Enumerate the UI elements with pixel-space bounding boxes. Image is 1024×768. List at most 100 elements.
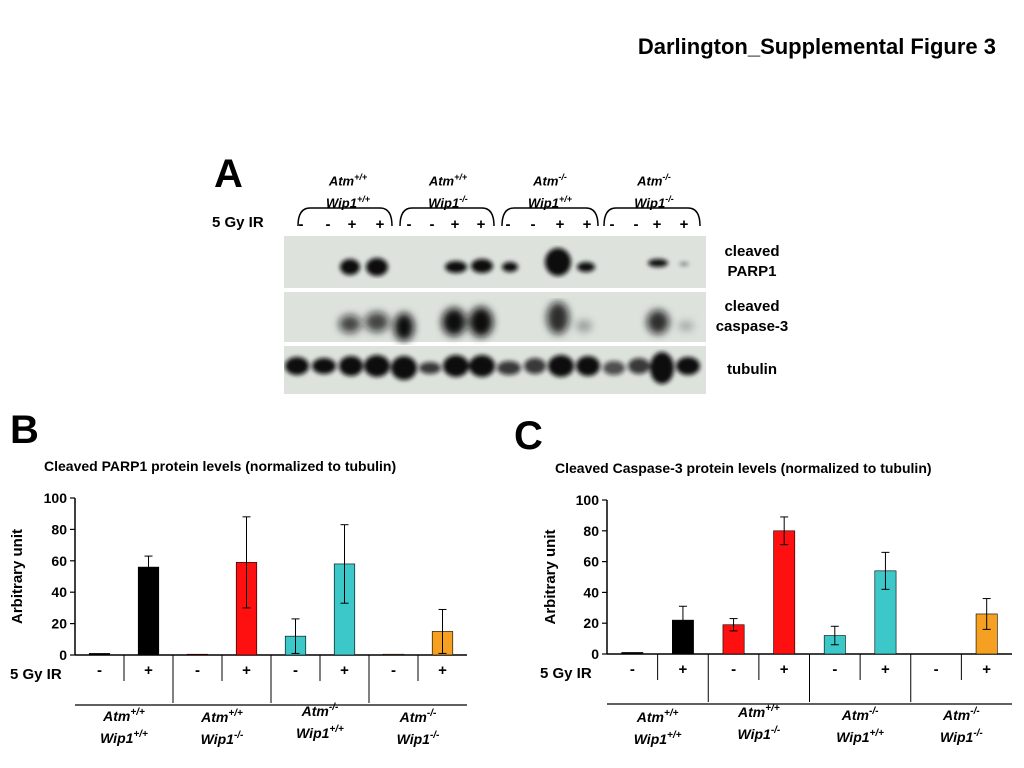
y-tick-label: 40 bbox=[51, 584, 67, 600]
lane-sign: - bbox=[429, 216, 435, 233]
x-category-label: - bbox=[195, 662, 200, 679]
lane-sign: + bbox=[476, 216, 486, 233]
y-tick-label: 80 bbox=[583, 523, 599, 539]
bracket-2 bbox=[399, 207, 495, 227]
y-tick-label: 60 bbox=[51, 553, 67, 569]
panel-b-letter: B bbox=[10, 408, 39, 452]
y-tick-label: 80 bbox=[51, 521, 67, 537]
x-category-label: - bbox=[97, 662, 102, 679]
bar bbox=[186, 653, 209, 656]
lane-sign: + bbox=[582, 216, 592, 233]
x-category-label: + bbox=[982, 661, 991, 678]
x-category-label: + bbox=[679, 661, 688, 678]
blot-tubulin bbox=[284, 346, 706, 394]
group-label-atm: Atm-/- bbox=[301, 702, 339, 719]
group-label-wip: Wip1+/+ bbox=[296, 724, 344, 741]
blot-label-tubulin: tubulin bbox=[727, 361, 777, 378]
bar bbox=[382, 653, 405, 656]
bracket-3 bbox=[501, 207, 599, 227]
x-category-label: - bbox=[630, 661, 635, 678]
group-label-atm: Atm+/+ bbox=[200, 708, 243, 725]
chart-b-title: Cleaved PARP1 protein levels (normalized… bbox=[44, 458, 397, 474]
parp1-band bbox=[471, 259, 493, 273]
x-category-label: - bbox=[731, 661, 736, 678]
blot-caspase3 bbox=[284, 292, 706, 342]
group-label-wip: Wip1-/- bbox=[940, 728, 983, 745]
x-category-label: + bbox=[881, 661, 890, 678]
group-label-atm: Atm-/- bbox=[942, 706, 980, 723]
group-label-atm: Atm+/+ bbox=[737, 703, 780, 720]
parp1-band bbox=[502, 262, 518, 272]
bracket-4 bbox=[603, 207, 701, 227]
y-axis-label: Arbitrary unit bbox=[9, 529, 26, 624]
group-label-atm: Atm-/- bbox=[399, 708, 437, 725]
x-category-label: + bbox=[340, 662, 349, 679]
blot-ir-label: 5 Gy IR bbox=[212, 214, 264, 231]
blot-parp1 bbox=[284, 236, 706, 288]
y-tick-label: 20 bbox=[583, 615, 599, 631]
lane-sign: + bbox=[375, 216, 385, 233]
y-tick-label: 40 bbox=[583, 584, 599, 600]
parp1-band bbox=[366, 258, 388, 276]
x-category-label: + bbox=[242, 662, 251, 679]
lane-sign: + bbox=[555, 216, 565, 233]
y-tick-label: 20 bbox=[51, 616, 67, 632]
group-label-wip: Wip1-/- bbox=[201, 730, 244, 747]
blot-genotype-3: Atm-/- Wip1+/+ bbox=[528, 172, 572, 211]
blot-label-caspase3: cleaved caspase-3 bbox=[715, 298, 789, 335]
x-category-label: + bbox=[780, 661, 789, 678]
parp1-band bbox=[340, 259, 360, 275]
parp1-band bbox=[577, 262, 595, 272]
x-category-label: - bbox=[391, 662, 396, 679]
figure-title: Darlington_Supplemental Figure 3 bbox=[637, 34, 996, 59]
panel-c-letter: C bbox=[514, 414, 543, 458]
y-tick-label: 60 bbox=[583, 554, 599, 570]
western-blot-panel bbox=[284, 236, 706, 394]
blot-genotype-2: Atm+/+ Wip1-/- bbox=[428, 172, 468, 211]
lane-sign: - bbox=[406, 216, 412, 233]
x-axis-label: 5 Gy IR bbox=[540, 665, 592, 682]
bar bbox=[773, 530, 796, 655]
group-label-wip: Wip1+/+ bbox=[836, 728, 884, 745]
x-category-label: + bbox=[144, 662, 153, 679]
bar bbox=[621, 652, 644, 655]
group-label-atm: Atm+/+ bbox=[102, 707, 145, 724]
group-label-wip: Wip1+/+ bbox=[100, 729, 148, 746]
lane-sign: + bbox=[679, 216, 689, 233]
x-category-label: - bbox=[832, 661, 837, 678]
lane-sign: + bbox=[652, 216, 662, 233]
x-category-label: - bbox=[934, 661, 939, 678]
blot-genotype-1: Atm+/+ Wip1+/+ bbox=[326, 172, 370, 211]
bracket-1 bbox=[297, 207, 393, 227]
lane-sign: - bbox=[633, 216, 639, 233]
chart-b: 0 20 40 60 80 100 Arbitrary unit - + - + - + - +5 Gy I… bbox=[9, 490, 467, 747]
genotype-brackets bbox=[297, 207, 701, 227]
y-axis-label: Arbitrary unit bbox=[542, 529, 559, 624]
group-label-wip: Wip1-/- bbox=[397, 730, 440, 747]
parp1-band bbox=[679, 262, 689, 266]
x-axis-label: 5 Gy IR bbox=[10, 666, 62, 683]
chart-c: 0 20 40 60 80 100 Arbitrary unit - + - + - + - +5 Gy I… bbox=[540, 492, 1012, 747]
panel-a-letter: A bbox=[214, 152, 243, 196]
x-category-label: - bbox=[293, 662, 298, 679]
y-tick-label: 0 bbox=[591, 646, 599, 662]
lane-sign: - bbox=[298, 216, 304, 233]
x-category-label: + bbox=[438, 662, 447, 679]
lane-sign: - bbox=[325, 216, 331, 233]
bar bbox=[137, 566, 160, 656]
blot-label-parp1: cleaved PARP1 bbox=[724, 243, 780, 280]
blot-genotype-4: Atm-/- Wip1-/- bbox=[634, 172, 674, 211]
group-label-atm: Atm+/+ bbox=[636, 708, 679, 725]
parp1-band bbox=[445, 261, 467, 273]
y-tick-label: 100 bbox=[44, 490, 68, 506]
group-label-wip: Wip1+/+ bbox=[634, 730, 682, 747]
lane-signs: - - + + - - + + - - + + - - + + bbox=[0, 216, 1024, 238]
lane-sign: - bbox=[505, 216, 511, 233]
parp1-band bbox=[545, 248, 571, 276]
lane-sign: - bbox=[609, 216, 615, 233]
lane-sign: + bbox=[347, 216, 357, 233]
bar bbox=[88, 653, 111, 656]
parp1-band bbox=[648, 259, 668, 267]
group-label-wip: Wip1-/- bbox=[737, 725, 780, 742]
y-tick-label: 100 bbox=[576, 492, 600, 508]
